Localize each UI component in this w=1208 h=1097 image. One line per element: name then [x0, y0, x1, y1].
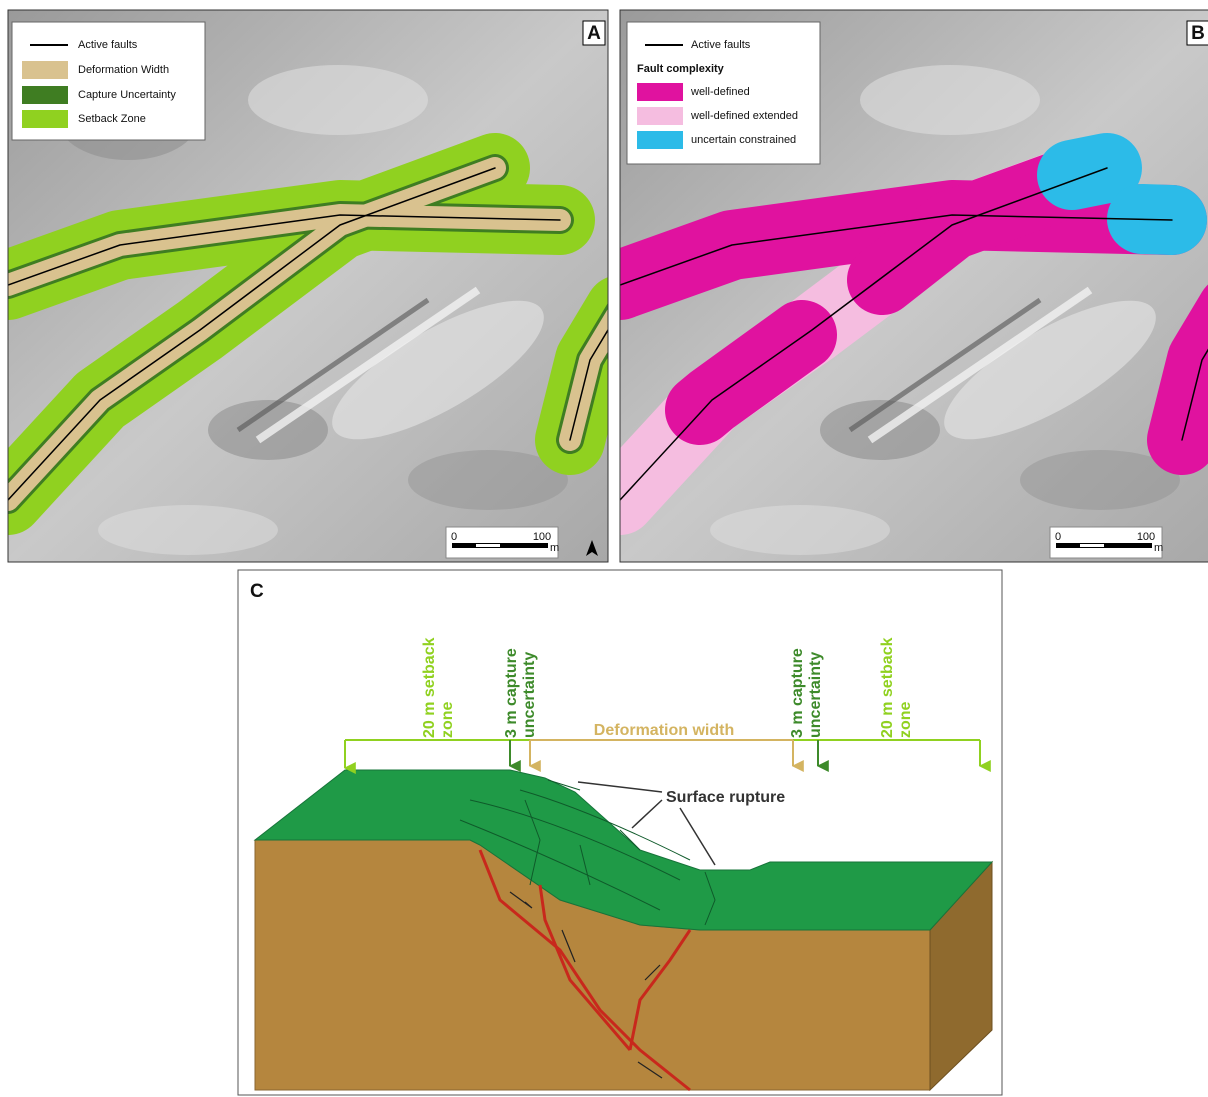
- panel-label: C: [250, 581, 264, 602]
- annotation: uncertainty: [521, 652, 538, 738]
- legend: Active faults Fault complexity well-defi…: [627, 22, 820, 164]
- legend-label: Deformation Width: [78, 64, 169, 76]
- scale-label: 0: [1055, 531, 1061, 543]
- annotation: zone: [897, 701, 914, 738]
- legend-label: Capture Uncertainty: [78, 89, 176, 101]
- legend-label: Active faults: [691, 39, 751, 51]
- annotation: 3 m capture: [789, 648, 806, 738]
- legend-label: well-defined: [690, 86, 750, 98]
- diagram: C 20 m setback zone 3 m capture uncertai…: [238, 570, 1002, 1095]
- annotation: zone: [439, 701, 456, 738]
- annotation: uncertainty: [807, 652, 824, 738]
- scale-label: 100: [1137, 531, 1155, 543]
- annotation: 3 m capture: [503, 648, 520, 738]
- annotation: Surface rupture: [666, 789, 785, 806]
- legend-label: Setback Zone: [78, 113, 146, 125]
- scale-label: 0: [451, 531, 457, 543]
- annotation: 20 m setback: [421, 637, 438, 738]
- panel-label: B: [1191, 23, 1205, 44]
- figure: Active faults Deformation Width Capture …: [0, 0, 1208, 1097]
- legend-label: Active faults: [78, 39, 138, 51]
- scale-unit: m: [1154, 542, 1163, 554]
- legend: Active faults Deformation Width Capture …: [12, 22, 205, 140]
- legend-heading: Fault complexity: [637, 63, 725, 75]
- legend-label: uncertain constrained: [691, 134, 796, 146]
- scale-bar: 0 100 m: [446, 527, 559, 558]
- panel-label: A: [587, 23, 601, 44]
- scale-unit: m: [550, 542, 559, 554]
- legend-label: well-defined extended: [690, 110, 798, 122]
- scale-label: 100: [533, 531, 551, 543]
- annotation: Deformation width: [594, 722, 734, 739]
- annotation: 20 m setback: [879, 637, 896, 738]
- scale-bar: 0 100 m: [1050, 527, 1163, 558]
